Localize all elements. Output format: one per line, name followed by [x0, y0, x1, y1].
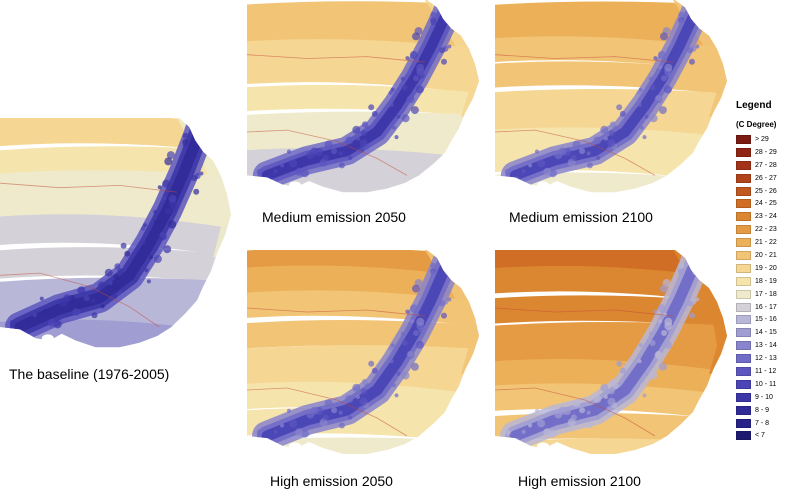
legend-entry: 18 - 19 [736, 275, 796, 288]
legend-swatch [736, 328, 751, 338]
map-temperature-field [247, 250, 479, 454]
legend-label: 21 - 22 [755, 239, 777, 247]
legend-label: 12 - 13 [755, 355, 777, 363]
legend-label: 22 - 23 [755, 226, 777, 234]
legend-label: 19 - 20 [755, 264, 777, 272]
map-medium-2050-graphic [247, 0, 479, 193]
map-temperature-field [247, 0, 479, 193]
caption-high-2100: High emission 2100 [518, 473, 641, 489]
legend-swatch [736, 289, 751, 299]
legend-entry: < 7 [736, 429, 796, 442]
legend-label: 24 - 25 [755, 200, 777, 208]
caption-medium-2100: Medium emission 2100 [509, 209, 653, 225]
legend-entry: 19 - 20 [736, 262, 796, 275]
map-temperature-field [0, 118, 231, 348]
map-temperature-field [495, 0, 727, 193]
legend-label: 27 - 28 [755, 161, 777, 169]
legend-label: 10 - 11 [755, 380, 777, 388]
map-baseline [0, 118, 236, 354]
legend-swatch [736, 225, 751, 235]
legend-label: 23 - 24 [755, 213, 777, 221]
legend-entry: 8 - 9 [736, 404, 796, 417]
legend-label: 16 - 17 [755, 303, 777, 311]
legend-swatch [736, 212, 751, 222]
legend-swatch [736, 186, 751, 196]
legend-entry: 24 - 25 [736, 197, 796, 210]
legend-swatch [736, 134, 751, 144]
legend-swatch [736, 199, 751, 209]
legend-entry: 28 - 29 [736, 146, 796, 159]
legend-swatch [736, 263, 751, 273]
caption-medium-2050: Medium emission 2050 [262, 209, 406, 225]
legend-entry: 15 - 16 [736, 313, 796, 326]
legend-swatch [736, 276, 751, 286]
legend-entry: 17 - 18 [736, 288, 796, 301]
map-baseline-graphic [0, 118, 231, 348]
legend-entry: 22 - 23 [736, 223, 796, 236]
legend-swatch [736, 341, 751, 351]
legend-entry: 11 - 12 [736, 365, 796, 378]
map-medium-2100 [495, 0, 732, 198]
legend-entry: 9 - 10 [736, 391, 796, 404]
legend-swatch [736, 250, 751, 260]
map-high-2100-graphic [495, 250, 727, 454]
legend-swatch [736, 238, 751, 248]
legend-label: 25 - 26 [755, 187, 777, 195]
legend-entry: > 29 [736, 133, 796, 146]
legend-label: 8 - 9 [755, 406, 770, 414]
legend-label: < 7 [755, 432, 765, 440]
legend-label: 17 - 18 [755, 290, 777, 298]
legend-swatch [736, 147, 751, 157]
legend-entry: 12 - 13 [736, 352, 796, 365]
map-high-2050-graphic [247, 250, 479, 454]
legend-entry: 10 - 11 [736, 378, 796, 391]
map-temperature-field [495, 250, 727, 454]
legend-label: 26 - 27 [755, 174, 777, 182]
legend-swatch [736, 418, 751, 428]
caption-baseline: The baseline (1976-2005) [9, 366, 170, 382]
legend-label: 20 - 21 [755, 251, 777, 259]
legend-entry: 23 - 24 [736, 210, 796, 223]
legend-label: 9 - 10 [755, 393, 773, 401]
legend-title: Legend [736, 100, 772, 111]
legend-swatch [736, 379, 751, 389]
legend-label: 11 - 12 [755, 367, 777, 375]
legend-swatch [736, 366, 751, 376]
legend-entry: 21 - 22 [736, 236, 796, 249]
legend-entries: > 29 28 - 29 27 - 28 26 - 27 25 - 26 24 - 25 2… [736, 133, 796, 442]
map-high-2050 [247, 250, 484, 460]
legend-entry: 13 - 14 [736, 339, 796, 352]
legend-label: 15 - 16 [755, 316, 777, 324]
legend-swatch [736, 315, 751, 325]
legend-label: 13 - 14 [755, 342, 777, 350]
map-medium-2100-graphic [495, 0, 727, 193]
legend-swatch [736, 302, 751, 312]
legend-swatch [736, 392, 751, 402]
legend-swatch [736, 160, 751, 170]
legend-entry: 26 - 27 [736, 172, 796, 185]
legend-label: 7 - 8 [755, 419, 770, 427]
legend-entry: 14 - 15 [736, 326, 796, 339]
legend-unit: (C Degree) [736, 120, 777, 129]
legend-entry: 25 - 26 [736, 185, 796, 198]
legend-label: > 29 [755, 135, 769, 143]
map-medium-2050 [247, 0, 484, 198]
caption-high-2050: High emission 2050 [270, 473, 393, 489]
legend-label: 28 - 29 [755, 148, 777, 156]
legend: Legend (C Degree) > 29 28 - 29 27 - 28 26 -… [736, 100, 796, 442]
legend-entry: 16 - 17 [736, 301, 796, 314]
legend-label: 14 - 15 [755, 329, 777, 337]
legend-entry: 20 - 21 [736, 249, 796, 262]
legend-entry: 7 - 8 [736, 417, 796, 430]
legend-label: 18 - 19 [755, 277, 777, 285]
legend-entry: 27 - 28 [736, 159, 796, 172]
legend-swatch [736, 173, 751, 183]
legend-swatch [736, 354, 751, 364]
map-high-2100 [495, 250, 732, 460]
legend-swatch [736, 405, 751, 415]
legend-swatch [736, 431, 751, 441]
